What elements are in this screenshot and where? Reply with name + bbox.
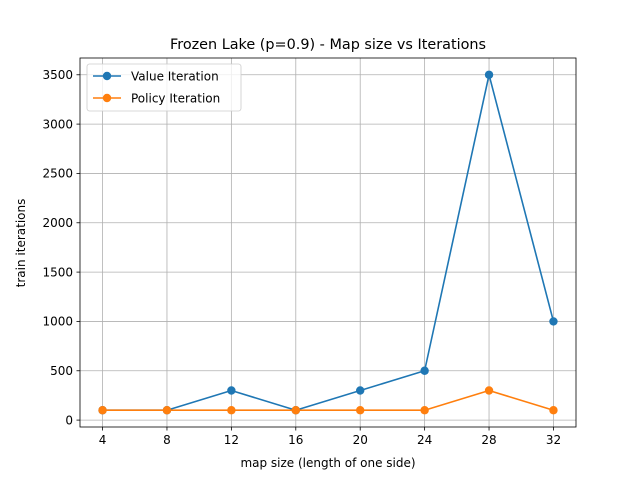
x-tick-label: 8 (163, 433, 171, 447)
x-tick-label: 16 (288, 433, 303, 447)
data-point (484, 70, 494, 79)
x-tick-label: 12 (224, 433, 239, 447)
data-point (549, 317, 558, 326)
x-axis-label: map size (length of one side) (240, 456, 415, 470)
plot-frame (79, 57, 577, 428)
data-point (549, 406, 558, 415)
chart-title: Frozen Lake (p=0.9) - Map size vs Iterat… (170, 37, 486, 53)
data-point (227, 386, 236, 395)
data-point (162, 406, 172, 415)
y-tick-label: 3000 (42, 117, 73, 131)
data-point (227, 406, 236, 415)
data-point (420, 366, 429, 375)
data-point (98, 406, 107, 415)
series-line (102, 73, 555, 412)
data-point (356, 386, 365, 395)
y-axis-label: train iterations (14, 199, 28, 288)
y-tick-label: 3500 (42, 68, 73, 82)
series-layer (98, 70, 558, 415)
data-point (356, 406, 365, 415)
y-tick-label: 2500 (42, 167, 73, 181)
series-policy-iteration (98, 386, 558, 415)
legend: Value Iteration Policy Iteration (86, 63, 242, 112)
x-tick-label: 24 (417, 433, 432, 447)
data-point (420, 406, 429, 415)
data-point (291, 406, 300, 415)
x-tick-label: 4 (99, 433, 107, 447)
y-tick-label: 0 (65, 413, 73, 427)
legend-label: Policy Iteration (131, 91, 220, 105)
legend-label: Value Iteration (131, 69, 219, 83)
y-tick-label: 2000 (42, 216, 73, 230)
y-tick-label: 1500 (42, 265, 73, 279)
series-line (102, 389, 554, 412)
y-tick-label: 1000 (42, 315, 73, 329)
legend-box (86, 63, 242, 112)
x-tick-label: 28 (481, 433, 496, 447)
legend-swatch-marker (102, 71, 112, 81)
axes: 4 8 12 16 20 24 28 32 0 500 1000 1500 2000 2500 3000 35… (42, 57, 577, 447)
y-tick-label: 500 (50, 364, 73, 378)
x-tick-label: 20 (353, 433, 368, 447)
x-tick-label: 32 (546, 433, 561, 447)
data-point (484, 386, 494, 395)
grid (80, 58, 576, 427)
legend-swatch-marker (102, 93, 112, 103)
